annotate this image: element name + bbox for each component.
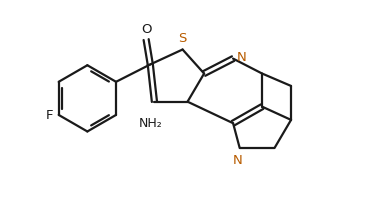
Text: S: S (178, 32, 187, 44)
Text: O: O (141, 23, 151, 36)
Text: N: N (233, 153, 243, 166)
Text: NH₂: NH₂ (138, 116, 162, 129)
Text: N: N (237, 51, 247, 64)
Text: F: F (46, 109, 53, 122)
